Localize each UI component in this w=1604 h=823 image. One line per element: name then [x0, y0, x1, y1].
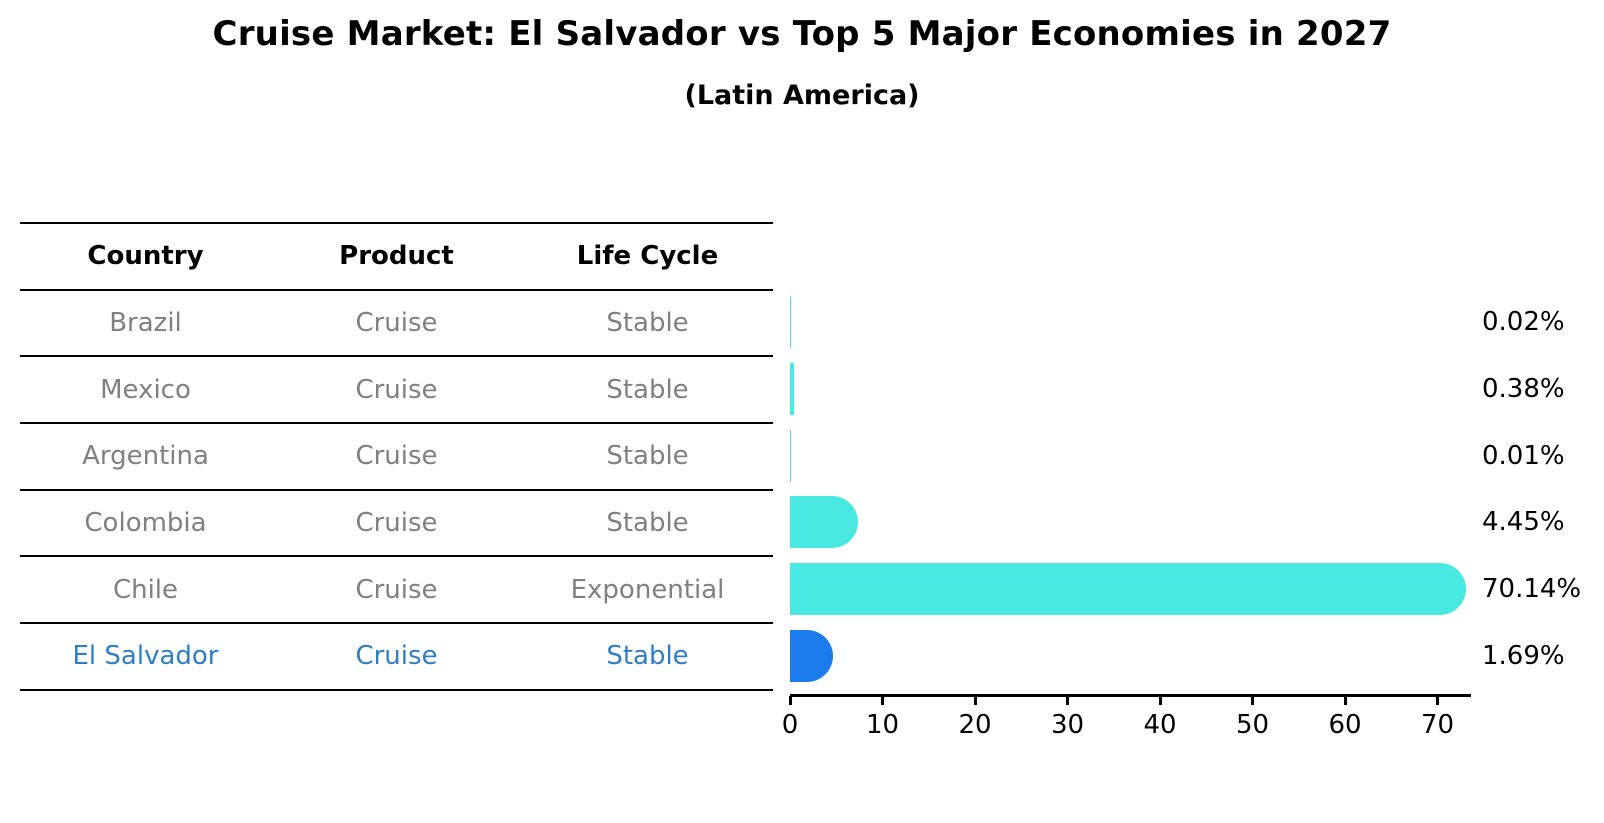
cell-country: Brazil: [109, 308, 182, 339]
x-axis-tick: [973, 696, 977, 705]
cell-life-cycle: Exponential: [570, 574, 725, 605]
x-axis-tick: [1066, 696, 1069, 705]
x-axis-tick: [1251, 696, 1254, 705]
bar-value-label: 0.02%: [1482, 307, 1565, 338]
cell-life-cycle: Stable: [606, 441, 689, 472]
bar: [790, 363, 794, 415]
x-axis-tick-label: 10: [865, 710, 900, 740]
x-axis-tick-label: 20: [958, 710, 992, 740]
bar: [790, 629, 833, 682]
cell-product: Cruise: [355, 641, 438, 672]
table-row: Mexico Cruise Stable: [20, 357, 773, 425]
bar: [790, 496, 859, 549]
cell-country: Mexico: [100, 374, 191, 405]
cell-life-cycle: Stable: [606, 508, 689, 539]
table-row: Colombia Cruise Stable: [20, 491, 773, 558]
table-row: Chile Cruise Exponential: [20, 557, 773, 625]
x-axis-tick: [1343, 696, 1347, 705]
x-axis-tick-label: 30: [1050, 710, 1085, 740]
column-header-country: Country: [87, 241, 204, 272]
x-axis-tick-label: 50: [1235, 710, 1270, 740]
table-header-row: Country Product Life Cycle: [20, 224, 773, 291]
cell-country: El Salvador: [72, 641, 219, 672]
table-row: Brazil Cruise Stable: [20, 291, 773, 358]
bar-value-label: 0.01%: [1482, 440, 1565, 471]
cell-product: Cruise: [355, 508, 438, 539]
column-header-product: Product: [339, 241, 454, 272]
bar-value-label: 1.69%: [1482, 640, 1565, 671]
cell-country: Chile: [112, 574, 179, 605]
cell-product: Cruise: [355, 374, 438, 405]
x-axis-tick-label: 40: [1143, 710, 1177, 740]
x-axis-tick: [1436, 696, 1439, 705]
bar: [790, 563, 1466, 616]
cell-country: Colombia: [84, 508, 207, 539]
x-axis-line: [790, 694, 1471, 697]
table-row: El Salvador Cruise Stable: [20, 624, 773, 691]
bar-value-label: 70.14%: [1482, 574, 1582, 605]
cell-life-cycle: Stable: [606, 641, 689, 672]
x-axis-tick: [788, 696, 792, 705]
cell-life-cycle: Stable: [606, 374, 689, 405]
cell-product: Cruise: [355, 441, 438, 472]
cell-product: Cruise: [355, 574, 438, 605]
x-axis-tick: [881, 696, 884, 705]
x-axis-tick-label: 0: [781, 710, 799, 740]
country-table: Country Product Life Cycle Brazil Cruise…: [20, 222, 773, 691]
x-axis-tick-label: 70: [1420, 710, 1455, 740]
cell-product: Cruise: [355, 308, 438, 339]
cell-life-cycle: Stable: [606, 308, 689, 339]
bar-value-label: 0.38%: [1482, 374, 1565, 404]
cell-country: Argentina: [82, 441, 209, 472]
column-header-life-cycle: Life Cycle: [576, 241, 719, 272]
bar: [790, 296, 792, 349]
table-row: Argentina Cruise Stable: [20, 424, 773, 491]
chart-subtitle: (Latin America): [684, 80, 920, 111]
chart-title: Cruise Market: El Salvador vs Top 5 Majo…: [212, 14, 1392, 54]
x-axis-tick: [1158, 696, 1162, 705]
x-axis-tick-label: 60: [1328, 710, 1362, 740]
bar-value-label: 4.45%: [1482, 507, 1565, 538]
bar: [790, 429, 791, 482]
